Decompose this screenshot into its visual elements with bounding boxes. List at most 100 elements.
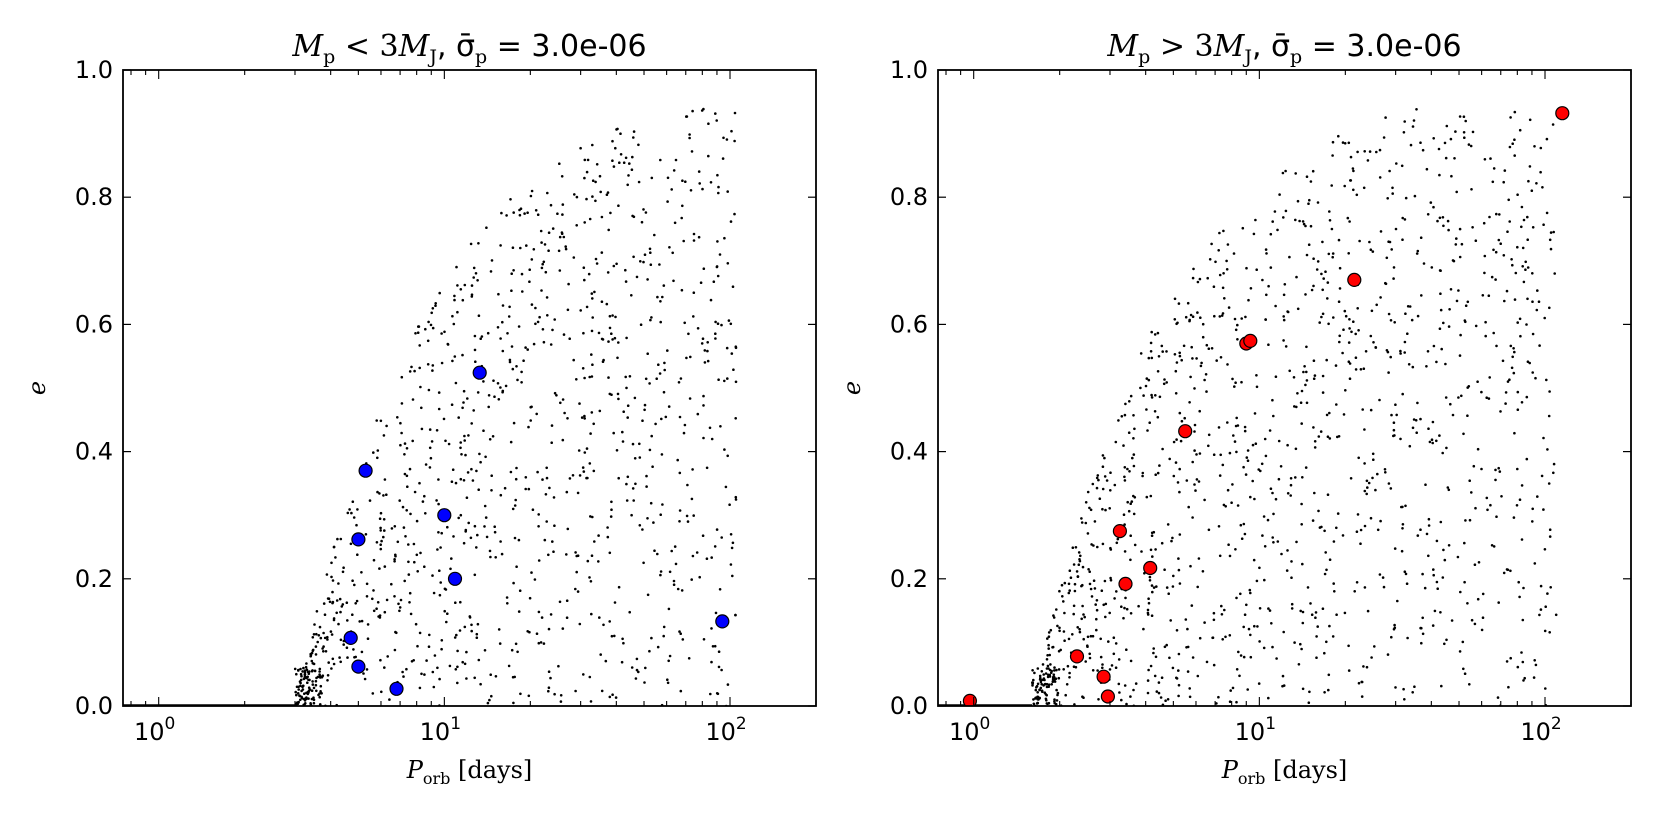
population-point — [1192, 267, 1195, 271]
population-point — [1521, 246, 1525, 250]
population-point — [352, 516, 356, 519]
population-point — [1145, 377, 1149, 380]
population-point — [1330, 184, 1333, 187]
population-point — [681, 638, 685, 641]
population-point — [1534, 376, 1537, 380]
population-point — [655, 377, 658, 381]
population-point — [403, 472, 407, 476]
population-point — [575, 378, 578, 381]
population-point — [1384, 282, 1388, 286]
planet-point — [447, 571, 463, 586]
population-point — [309, 653, 313, 657]
population-point — [1273, 210, 1277, 213]
population-point — [637, 670, 640, 674]
population-point — [575, 224, 578, 227]
population-point — [1141, 474, 1144, 478]
population-point — [1154, 548, 1157, 551]
population-point — [1430, 438, 1434, 442]
population-point — [1205, 660, 1209, 664]
population-point — [550, 424, 554, 427]
population-point — [1447, 228, 1450, 232]
population-point — [1466, 300, 1470, 304]
population-point — [1539, 170, 1542, 174]
population-point — [1386, 197, 1389, 200]
y-tick-label: 0.4 — [890, 438, 928, 466]
population-point — [607, 376, 610, 379]
population-point — [646, 517, 649, 520]
population-point — [662, 634, 665, 638]
population-point — [1301, 476, 1304, 479]
population-point — [733, 139, 736, 143]
population-point — [1368, 240, 1371, 244]
population-point — [472, 409, 476, 412]
population-point — [1240, 380, 1243, 384]
population-point — [380, 690, 383, 694]
population-point — [625, 336, 628, 340]
population-point — [1113, 597, 1116, 600]
population-point — [1196, 585, 1199, 589]
population-point — [1546, 448, 1549, 451]
population-point — [1152, 586, 1156, 589]
population-point — [1217, 525, 1221, 528]
population-point — [608, 326, 612, 330]
population-point — [1494, 478, 1497, 482]
population-point — [1542, 223, 1545, 226]
population-point — [1089, 587, 1093, 591]
population-point — [424, 463, 428, 466]
population-point — [1276, 228, 1279, 232]
population-point — [563, 411, 566, 415]
population-point — [1554, 613, 1558, 617]
population-point — [726, 454, 729, 458]
population-point — [1518, 128, 1522, 132]
population-point — [1167, 592, 1170, 595]
population-point — [632, 499, 635, 502]
population-point — [625, 386, 628, 390]
population-point — [1186, 627, 1189, 631]
population-point — [1185, 646, 1188, 649]
population-point — [1244, 473, 1248, 476]
population-point — [1086, 490, 1090, 494]
population-point — [1162, 382, 1166, 386]
population-point — [725, 138, 729, 141]
population-point — [1132, 688, 1135, 692]
population-point — [638, 524, 642, 527]
population-point — [1408, 444, 1412, 448]
population-point — [1080, 517, 1083, 520]
population-point — [1470, 188, 1473, 191]
y-tick-label: 0.6 — [890, 310, 928, 338]
population-point — [1302, 222, 1306, 226]
population-point — [1093, 587, 1097, 590]
population-point — [314, 679, 318, 683]
population-point — [383, 478, 387, 481]
population-point — [734, 498, 738, 501]
population-point — [517, 538, 521, 542]
population-point — [1156, 415, 1160, 419]
population-point — [1471, 130, 1475, 134]
population-point — [575, 570, 578, 574]
population-point — [1376, 472, 1379, 476]
population-point — [586, 158, 590, 162]
population-point — [702, 107, 705, 111]
population-point — [717, 650, 721, 653]
population-point — [320, 692, 323, 695]
population-point — [589, 432, 592, 435]
population-point — [416, 331, 420, 335]
population-point — [365, 582, 369, 586]
population-point — [1371, 476, 1374, 480]
population-point — [1058, 626, 1061, 630]
population-point — [1095, 628, 1098, 632]
population-point — [1524, 260, 1527, 264]
population-point — [582, 331, 585, 335]
population-point — [1542, 508, 1545, 511]
population-point — [615, 449, 619, 452]
population-point — [1282, 216, 1285, 219]
population-point — [312, 701, 316, 705]
population-point — [1052, 616, 1056, 619]
population-point — [1522, 679, 1525, 682]
population-point — [454, 668, 458, 671]
population-point — [691, 468, 694, 471]
population-point — [1375, 303, 1378, 307]
population-point — [688, 397, 692, 400]
population-point — [1198, 409, 1201, 413]
